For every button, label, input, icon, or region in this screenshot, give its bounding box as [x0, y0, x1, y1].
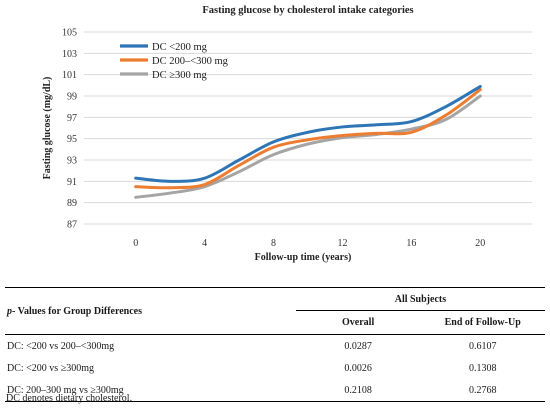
y-tick-label: 99 [67, 92, 77, 103]
table-subheader-row: Overall End of Follow-Up [5, 311, 545, 335]
p-values-table-wrapper: p- Values for Group Differences All Subj… [5, 287, 545, 402]
x-axis-ticks: 0 4 8 12 16 20 [133, 238, 485, 249]
row-label: DC: <200 vs ≥300mg [7, 362, 94, 374]
table-row: DC: <200 vs ≥300mg 0.0026 0.1308 [5, 357, 545, 379]
y-tick-label: 97 [67, 113, 77, 124]
cell-end: 0.2768 [420, 379, 545, 402]
x-tick-label: 0 [133, 238, 138, 249]
table-row: DC: <200 vs 200–<300mg 0.0287 0.6107 [5, 334, 545, 357]
cell-end: 0.1308 [468, 362, 497, 374]
series-lines [134, 84, 482, 199]
series-line [134, 84, 482, 183]
x-tick-label: 12 [337, 238, 347, 249]
table-title-rest: - Values for Group Differences [12, 305, 142, 317]
p-values-table: p- Values for Group Differences All Subj… [5, 287, 545, 402]
y-tick-label: 101 [62, 70, 77, 81]
y-tick-label: 103 [62, 49, 77, 60]
x-axis-label: Follow-up time (years) [255, 252, 352, 263]
legend-label: DC <200 mg [152, 42, 208, 53]
legend: DC <200 mg DC 200–<300 mg DC ≥300 mg [120, 42, 229, 81]
y-tick-label: 87 [67, 220, 77, 231]
x-tick-label: 16 [406, 238, 416, 249]
x-tick-label: 8 [271, 238, 276, 249]
cell-overall: 0.0287 [295, 334, 421, 357]
column-header-overall: Overall [342, 317, 375, 328]
series-line [134, 88, 482, 190]
chart-title: Fasting glucose by cholesterol intake ca… [202, 5, 413, 16]
legend-label: DC 200–<300 mg [152, 56, 229, 67]
table-title: p- Values for Group Differences [5, 287, 296, 335]
footnote: DC denotes dietary cholesterol. [6, 393, 133, 404]
y-tick-label: 95 [67, 134, 77, 145]
column-header-end: End of Follow-Up [444, 317, 521, 328]
cell-overall: 0.2108 [295, 379, 421, 402]
y-axis-ticks: 87 89 91 93 95 97 99 101 103 105 [62, 28, 77, 231]
row-label: DC: 200–300 mg vs ≥300mg [5, 379, 296, 402]
y-tick-label: 89 [67, 198, 77, 209]
cell-overall: 0.0026 [344, 362, 372, 374]
y-tick-label: 91 [67, 177, 77, 188]
table-title-p: p [7, 305, 12, 317]
table-row: DC: 200–300 mg vs ≥300mg 0.2108 0.2768 [5, 379, 545, 402]
row-label: DC: <200 vs 200–<300mg [5, 334, 296, 357]
table-header-row: p- Values for Group Differences All Subj… [5, 287, 545, 335]
y-tick-label: 93 [67, 156, 77, 167]
group-header: All Subjects [295, 287, 545, 311]
x-tick-label: 20 [475, 238, 485, 249]
cell-end: 0.6107 [420, 334, 545, 357]
x-tick-label: 4 [202, 238, 207, 249]
legend-label: DC ≥300 mg [152, 70, 208, 81]
y-axis-label: Fasting glucose (mg/dL) [42, 77, 53, 180]
line-chart: Fasting glucose by cholesterol intake ca… [42, 5, 532, 263]
y-tick-label: 105 [62, 28, 77, 39]
